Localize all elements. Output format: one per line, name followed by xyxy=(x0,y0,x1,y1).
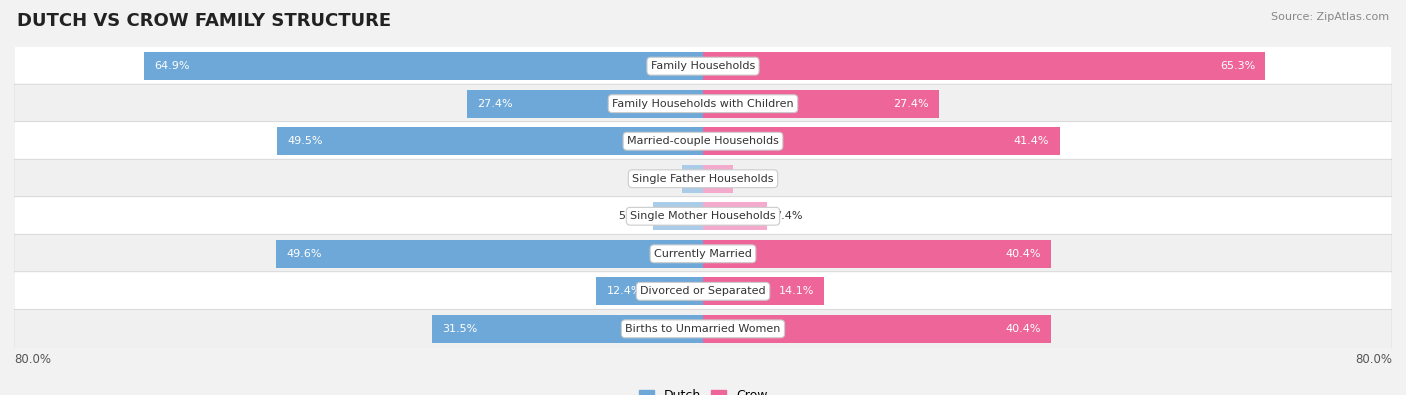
Bar xyxy=(703,202,766,230)
Text: Family Households: Family Households xyxy=(651,61,755,71)
Text: 2.4%: 2.4% xyxy=(647,174,675,184)
Bar xyxy=(276,240,703,268)
FancyBboxPatch shape xyxy=(14,272,1392,311)
FancyBboxPatch shape xyxy=(14,309,1392,348)
Text: 5.8%: 5.8% xyxy=(617,211,647,221)
Text: Divorced or Separated: Divorced or Separated xyxy=(640,286,766,296)
Bar xyxy=(703,165,733,193)
Text: 27.4%: 27.4% xyxy=(893,99,928,109)
Bar xyxy=(703,90,939,118)
Legend: Dutch, Crow: Dutch, Crow xyxy=(634,384,772,395)
Text: DUTCH VS CROW FAMILY STRUCTURE: DUTCH VS CROW FAMILY STRUCTURE xyxy=(17,12,391,30)
FancyBboxPatch shape xyxy=(14,159,1392,198)
Bar xyxy=(652,202,703,230)
Text: Single Father Households: Single Father Households xyxy=(633,174,773,184)
FancyBboxPatch shape xyxy=(14,234,1392,273)
Text: 80.0%: 80.0% xyxy=(1355,353,1392,366)
Bar xyxy=(703,277,824,305)
Text: Single Mother Households: Single Mother Households xyxy=(630,211,776,221)
Text: Married-couple Households: Married-couple Households xyxy=(627,136,779,146)
Text: 12.4%: 12.4% xyxy=(606,286,643,296)
Text: 49.5%: 49.5% xyxy=(287,136,322,146)
Bar xyxy=(277,127,703,155)
Bar xyxy=(703,52,1265,80)
Bar xyxy=(596,277,703,305)
Bar xyxy=(432,315,703,343)
FancyBboxPatch shape xyxy=(14,84,1392,123)
Text: Family Households with Children: Family Households with Children xyxy=(612,99,794,109)
Text: 49.6%: 49.6% xyxy=(287,249,322,259)
Bar xyxy=(682,165,703,193)
Text: 40.4%: 40.4% xyxy=(1005,324,1040,334)
Text: 80.0%: 80.0% xyxy=(14,353,51,366)
Bar xyxy=(703,127,1060,155)
Text: 3.5%: 3.5% xyxy=(740,174,768,184)
FancyBboxPatch shape xyxy=(14,122,1392,161)
Text: Births to Unmarried Women: Births to Unmarried Women xyxy=(626,324,780,334)
FancyBboxPatch shape xyxy=(14,47,1392,86)
Text: 7.4%: 7.4% xyxy=(773,211,801,221)
Bar xyxy=(467,90,703,118)
Text: 64.9%: 64.9% xyxy=(155,61,190,71)
Text: 31.5%: 31.5% xyxy=(441,324,477,334)
Text: 27.4%: 27.4% xyxy=(478,99,513,109)
Bar xyxy=(703,240,1050,268)
Text: 41.4%: 41.4% xyxy=(1014,136,1049,146)
Bar xyxy=(703,315,1050,343)
Text: Currently Married: Currently Married xyxy=(654,249,752,259)
Text: 40.4%: 40.4% xyxy=(1005,249,1040,259)
Bar xyxy=(143,52,703,80)
Text: Source: ZipAtlas.com: Source: ZipAtlas.com xyxy=(1271,12,1389,22)
FancyBboxPatch shape xyxy=(14,197,1392,236)
Text: 14.1%: 14.1% xyxy=(779,286,814,296)
Text: 65.3%: 65.3% xyxy=(1220,61,1256,71)
